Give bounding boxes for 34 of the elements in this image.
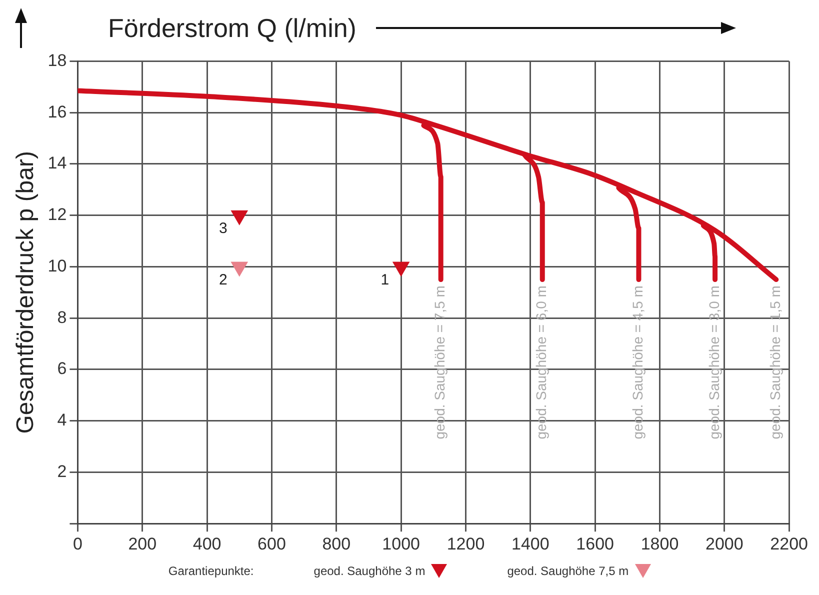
y-tick-label: 8 [57, 308, 67, 327]
annotation: geod. Saughöhe = 7,5 m [432, 286, 448, 440]
y-tick-label: 12 [48, 205, 67, 224]
x-tick-label: 600 [258, 534, 286, 554]
y-tick-label: 14 [48, 154, 67, 173]
x-tick-label: 1400 [511, 534, 550, 554]
annotation: geod. Saughöhe = 1,5 m [767, 286, 784, 440]
y-tick-label: 18 [48, 50, 67, 70]
y-tick-label: 2 [57, 462, 67, 481]
x-tick-label: 1800 [640, 534, 679, 554]
x-tick-label: 200 [128, 534, 157, 554]
y-axis-title: Gesamtförderdruck p (bar) [12, 151, 40, 434]
annotation: 2 [219, 271, 228, 288]
annotation: 1 [380, 271, 390, 288]
x-tick-label: 800 [322, 534, 351, 554]
x-tick-label: 1600 [576, 534, 614, 554]
y-tick-label: 6 [57, 359, 67, 378]
y-tick-label: 10 [48, 256, 67, 276]
legend-title: Garantiepunkte: [168, 564, 254, 578]
x-tick-label: 1000 [382, 534, 420, 554]
x-tick-label: 0 [72, 534, 82, 554]
annotation: 3 [219, 220, 228, 237]
x-tick-label: 1200 [446, 534, 485, 554]
x-axis-title: Förderstrom Q (l/min) [108, 12, 356, 44]
x-tick-label: 2000 [706, 534, 744, 554]
y-tick-label: 4 [57, 410, 67, 430]
annotation: geod. Saughöhe = 4,5 m [630, 286, 646, 440]
annotation: geod. Saughöhe = 3,0 m [706, 286, 722, 440]
annotation: geod. Saughöhe = 6,0 m [533, 286, 550, 440]
legend-label: geod. Saughöhe 7,5 m [507, 564, 629, 578]
x-tick-label: 400 [192, 534, 222, 554]
x-tick-label: 2200 [770, 534, 808, 554]
legend-label: geod. Saughöhe 3 m [314, 564, 426, 578]
y-tick-label: 16 [48, 102, 67, 122]
